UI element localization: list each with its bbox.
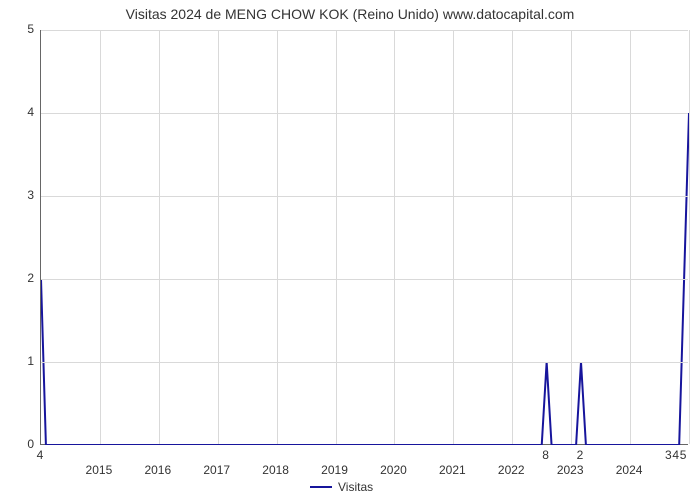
grid-line-h xyxy=(41,196,688,197)
x-tick-label: 2023 xyxy=(557,463,584,477)
grid-line-v xyxy=(100,30,101,444)
y-tick-label: 1 xyxy=(4,354,34,368)
grid-line-v xyxy=(571,30,572,444)
legend-label: Visitas xyxy=(338,480,373,494)
y-tick-label: 4 xyxy=(4,105,34,119)
x-tick-label: 2020 xyxy=(380,463,407,477)
y-tick-label: 0 xyxy=(4,437,34,451)
grid-line-v xyxy=(630,30,631,444)
legend: Visitas xyxy=(310,480,373,494)
y-tick-label: 2 xyxy=(4,271,34,285)
line-series xyxy=(41,30,689,445)
x-tick-label: 2018 xyxy=(262,463,289,477)
grid-line-h xyxy=(41,362,688,363)
x-tick-label: 2024 xyxy=(616,463,643,477)
grid-line-v xyxy=(218,30,219,444)
grid-line-v xyxy=(159,30,160,444)
data-point-label: 4 xyxy=(672,448,679,462)
legend-swatch xyxy=(310,486,332,488)
x-tick-label: 2017 xyxy=(203,463,230,477)
x-tick-label: 2019 xyxy=(321,463,348,477)
data-point-label: 4 xyxy=(37,448,44,462)
grid-line-h xyxy=(41,30,688,31)
grid-line-h xyxy=(41,279,688,280)
visits-chart: Visitas 2024 de MENG CHOW KOK (Reino Uni… xyxy=(0,0,700,500)
y-tick-label: 3 xyxy=(4,188,34,202)
grid-line-h xyxy=(41,113,688,114)
x-tick-label: 2015 xyxy=(86,463,113,477)
plot-area xyxy=(40,30,688,445)
grid-line-v xyxy=(512,30,513,444)
data-point-label: 8 xyxy=(542,448,549,462)
grid-line-v xyxy=(336,30,337,444)
grid-line-v xyxy=(277,30,278,444)
y-tick-label: 5 xyxy=(4,22,34,36)
grid-line-v xyxy=(689,30,690,444)
chart-title: Visitas 2024 de MENG CHOW KOK (Reino Uni… xyxy=(0,6,700,22)
x-tick-label: 2016 xyxy=(144,463,171,477)
data-point-label: 3 xyxy=(665,448,672,462)
data-point-label: 2 xyxy=(577,448,584,462)
x-tick-label: 2022 xyxy=(498,463,525,477)
data-point-label: 5 xyxy=(680,448,687,462)
grid-line-v xyxy=(394,30,395,444)
grid-line-v xyxy=(453,30,454,444)
x-tick-label: 2021 xyxy=(439,463,466,477)
